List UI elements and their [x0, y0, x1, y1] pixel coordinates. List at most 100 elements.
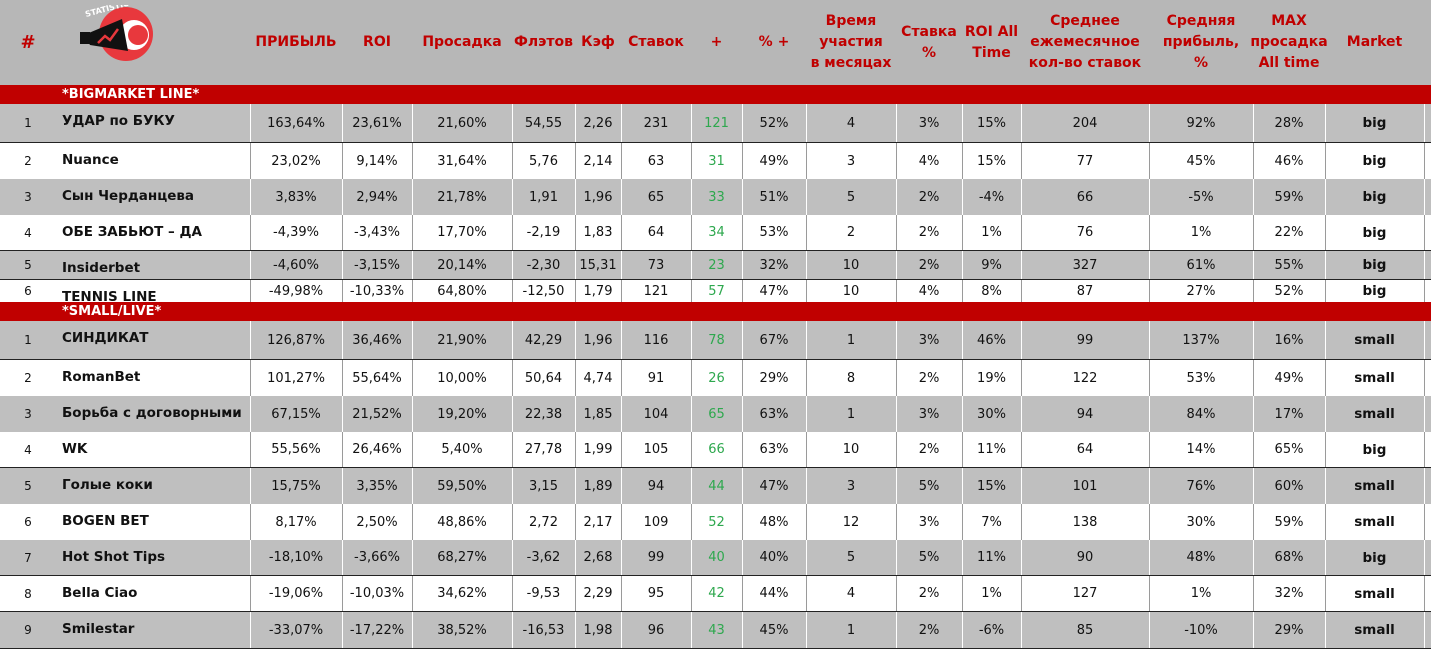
cell-drawdown: 59,50%	[437, 478, 487, 494]
column-header-max-drawdown: MAX просадка All time	[1250, 13, 1328, 71]
cell-stake: 2%	[918, 442, 940, 457]
cell-roi: -10,33%	[349, 283, 405, 299]
cell-profit: 67,15%	[271, 406, 321, 422]
cell-drawdown: 64,80%	[437, 283, 487, 299]
column-divider	[691, 576, 692, 611]
table-row: 7 Hot Shot Tips -18,10% -3,66% 68,27% -3,62 2,…	[0, 540, 1431, 575]
table-row: 8 Bella Ciao -19,06% -10,03% 34,62% -9,53 2,29…	[0, 576, 1431, 611]
column-divider	[621, 432, 622, 467]
cell-months: 10	[842, 442, 860, 457]
column-divider	[412, 612, 413, 648]
cell-market: small	[1354, 622, 1395, 638]
column-divider	[962, 504, 963, 540]
cell-months: 4	[846, 586, 856, 601]
column-divider	[1424, 612, 1425, 648]
cell-plus: 43	[708, 622, 725, 638]
cell-flats: 1,91	[529, 189, 558, 205]
cell-roi-all-time: 15%	[977, 478, 1006, 494]
column-divider	[691, 468, 692, 504]
cell-drawdown: 19,20%	[437, 406, 487, 422]
column-divider	[412, 432, 413, 467]
cell-flats: 27,78	[524, 442, 563, 457]
column-divider	[742, 504, 743, 540]
cell-plus-pct: 52%	[759, 115, 789, 131]
column-divider	[250, 504, 251, 540]
column-header-stake: Ставка %	[901, 23, 957, 61]
column-divider	[412, 360, 413, 396]
cell-max-drawdown: 52%	[1274, 283, 1304, 299]
column-divider	[962, 280, 963, 302]
column-divider	[742, 321, 743, 359]
cell-months: 1	[846, 406, 856, 422]
cell-avg-profit: -10%	[1184, 622, 1218, 638]
table-row: 1 УДАР по БУКУ 163,64% 23,61% 21,60% 54,55 2,2…	[0, 104, 1431, 142]
cell-max-drawdown: 65%	[1274, 442, 1304, 457]
cell-roi-all-time: 30%	[977, 406, 1006, 422]
cell-avg-profit: 14%	[1186, 442, 1216, 457]
cell-flats: -12,50	[522, 283, 565, 299]
column-divider	[575, 104, 576, 142]
column-divider	[691, 143, 692, 179]
cell-roi-all-time: 11%	[977, 550, 1006, 565]
cell-plus-pct: 32%	[759, 257, 789, 273]
cell-roi: -3,43%	[354, 225, 400, 240]
cell-roi: 23,61%	[352, 115, 402, 131]
cell-max-drawdown: 59%	[1274, 514, 1304, 530]
cell-months: 3	[846, 478, 856, 494]
column-divider	[412, 179, 413, 215]
cell-plus-pct: 53%	[759, 225, 789, 240]
column-header-profit: ПРИБЫЛЬ	[255, 34, 337, 50]
cell-market: big	[1362, 115, 1387, 131]
cell-market: small	[1354, 585, 1395, 602]
cell-stake: 4%	[918, 283, 940, 299]
column-divider	[1253, 360, 1254, 396]
column-divider	[621, 251, 622, 279]
column-divider	[962, 360, 963, 396]
table-row: 2 RomanBet 101,27% 55,64% 10,00% 50,64 4,74 91 2…	[0, 360, 1431, 396]
cell-bets: 73	[647, 257, 665, 273]
column-divider	[896, 215, 897, 250]
column-divider	[1149, 321, 1150, 359]
column-divider	[896, 576, 897, 611]
column-divider	[691, 612, 692, 648]
column-divider	[1021, 504, 1022, 540]
column-divider	[691, 321, 692, 359]
column-divider	[342, 540, 343, 575]
tipster-name-cell: Голые коки	[62, 477, 153, 493]
cell-flats: 2,72	[529, 514, 558, 530]
column-divider	[1325, 612, 1326, 648]
column-divider	[1325, 540, 1326, 575]
cell-avg-profit: 53%	[1186, 370, 1216, 386]
cell-avg-monthly-bets: 127	[1072, 586, 1098, 601]
cell-roi: -3,15%	[354, 257, 400, 273]
tipster-name-cell: RomanBet	[62, 369, 141, 385]
cell-odds: 15,31	[579, 257, 617, 273]
column-divider	[1253, 179, 1254, 215]
column-divider	[342, 104, 343, 142]
cell-avg-monthly-bets: 85	[1076, 622, 1094, 638]
cell-max-drawdown: 16%	[1274, 332, 1304, 348]
cell-roi-all-time: -6%	[978, 622, 1005, 638]
cell-odds: 1,96	[583, 189, 613, 205]
cell-months: 5	[846, 189, 856, 205]
column-divider	[1149, 215, 1150, 250]
column-divider	[342, 215, 343, 250]
cell-avg-monthly-bets: 327	[1072, 257, 1098, 273]
cell-bets: 121	[643, 283, 669, 299]
cell-roi: -17,22%	[349, 622, 405, 638]
column-divider	[896, 432, 897, 467]
column-divider	[621, 540, 622, 575]
column-divider	[412, 280, 413, 302]
cell-avg-monthly-bets: 90	[1076, 550, 1094, 565]
cell-avg-monthly-bets: 122	[1072, 370, 1098, 386]
cell-stake: 2%	[918, 586, 940, 601]
rank-cell: 4	[24, 442, 32, 457]
column-divider	[1021, 179, 1022, 215]
column-divider	[512, 280, 513, 302]
column-divider	[896, 360, 897, 396]
column-divider	[1325, 321, 1326, 359]
cell-flats: -3,62	[526, 550, 561, 565]
cell-max-drawdown: 32%	[1274, 586, 1304, 601]
cell-market: big	[1362, 224, 1387, 241]
column-divider	[1253, 432, 1254, 467]
